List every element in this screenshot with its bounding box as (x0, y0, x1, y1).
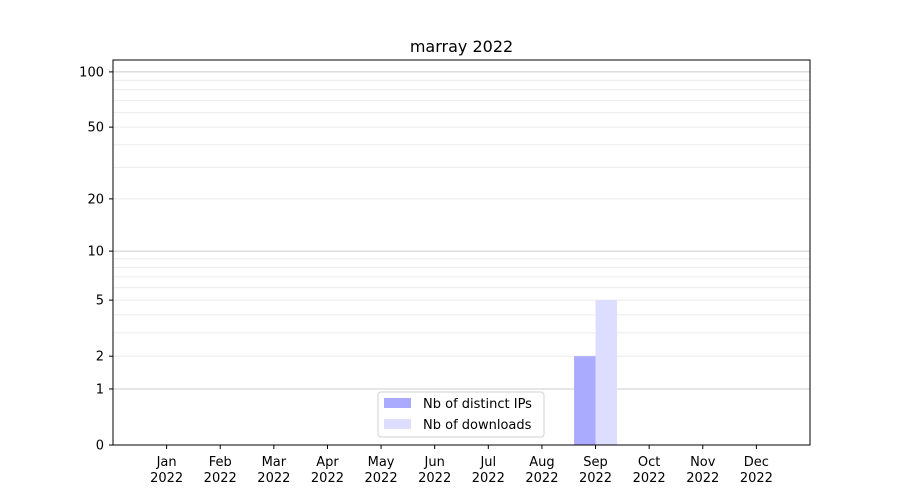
y-tick-label: 5 (96, 294, 104, 309)
y-tick-label: 100 (79, 65, 104, 80)
legend-label: Nb of downloads (423, 418, 532, 433)
x-tick-label: 2022 (525, 471, 558, 486)
x-tick-label: Apr (316, 455, 339, 470)
x-tick-label: Aug (529, 455, 554, 470)
x-tick-label: 2022 (257, 471, 290, 486)
x-tick-label: Oct (638, 455, 660, 470)
x-tick-label: Jan (156, 455, 177, 470)
y-tick-label: 0 (96, 439, 104, 454)
x-tick-label: Sep (583, 455, 608, 470)
x-tick-label: 2022 (472, 471, 505, 486)
x-tick-label: 2022 (579, 471, 612, 486)
x-tick-label: Mar (262, 455, 287, 470)
legend-label: Nb of distinct IPs (423, 397, 532, 412)
y-tick-label: 2 (96, 350, 104, 365)
x-tick-label: 2022 (150, 471, 183, 486)
legend-box (377, 391, 545, 438)
x-tick-label: 2022 (686, 471, 719, 486)
x-tick-label: Dec (744, 455, 769, 470)
x-tick-label: 2022 (365, 471, 398, 486)
bar-ips (574, 356, 596, 445)
x-tick-label: Jun (424, 455, 445, 470)
y-tick-label: 1 (96, 382, 104, 397)
y-tick-label: 20 (87, 192, 104, 207)
legend-swatch (384, 398, 411, 408)
x-tick-label: 2022 (311, 471, 344, 486)
x-tick-label: Feb (209, 455, 232, 470)
plot-frame (112, 59, 811, 446)
x-tick-label: Jul (479, 455, 496, 470)
legend-swatch (384, 419, 411, 429)
x-tick-label: May (368, 455, 395, 470)
y-tick-label: 50 (87, 121, 104, 136)
x-tick-label: 2022 (740, 471, 773, 486)
x-tick-label: 2022 (204, 471, 237, 486)
x-tick-label: 2022 (418, 471, 451, 486)
chart-title: marray 2022 (410, 37, 513, 56)
x-tick-label: Nov (690, 455, 716, 470)
bar-downloads (595, 300, 617, 445)
x-tick-label: 2022 (633, 471, 666, 486)
legend: Nb of distinct IPs Nb of downloads (377, 391, 545, 438)
y-tick-label: 10 (87, 245, 104, 260)
